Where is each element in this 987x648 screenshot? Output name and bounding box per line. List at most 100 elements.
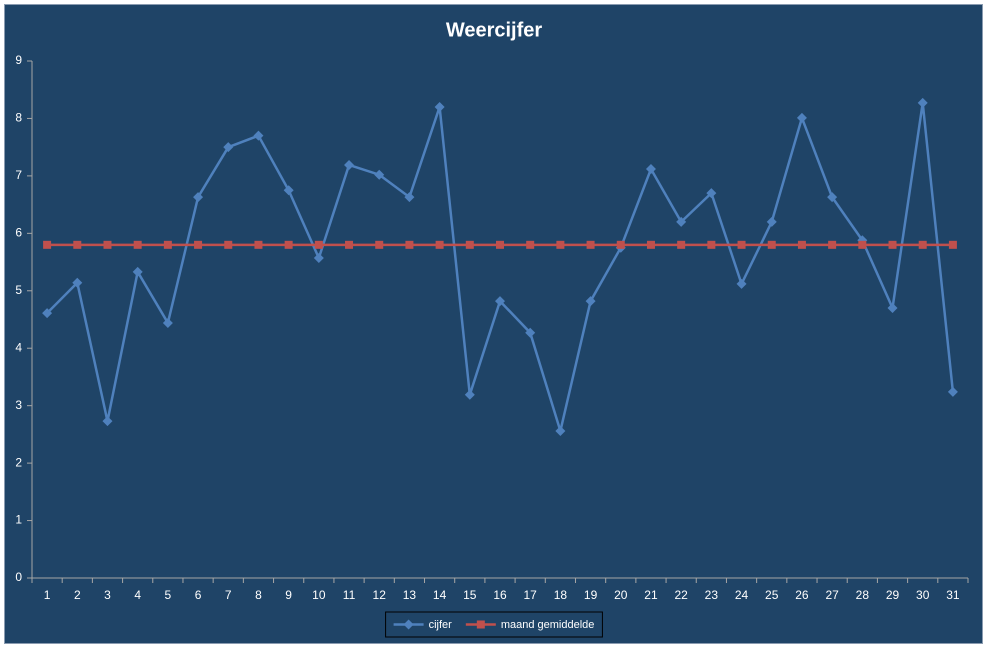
legend-item: maand gemiddelde [465,619,595,631]
marker [948,240,957,249]
legend: cijfer maand gemiddelde [385,611,603,638]
marker [707,240,716,249]
x-tick-label: 27 [825,588,839,602]
marker [828,240,837,249]
x-tick-label: 26 [795,588,809,602]
marker [676,216,687,227]
marker [72,277,83,288]
marker [224,240,233,249]
marker [464,389,475,400]
marker [344,159,355,170]
x-tick-label: 17 [524,588,538,602]
legend-item: cijfer [393,619,453,631]
y-tick-label: 4 [15,340,22,354]
x-tick-label: 21 [644,588,658,602]
marker [555,425,566,436]
marker [193,192,204,203]
marker [283,185,294,196]
marker [525,327,536,338]
marker [284,240,293,249]
marker [465,240,474,249]
chart-title: Weercijfer [446,19,543,41]
marker [43,240,52,249]
x-tick-label: 5 [165,588,172,602]
marker [556,240,565,249]
x-tick-label: 11 [343,588,356,602]
marker [404,192,415,203]
x-tick-label: 3 [104,588,111,602]
marker [194,240,203,249]
x-tick-label: 6 [195,588,202,602]
marker [403,619,414,630]
marker [496,240,504,249]
x-tick-label: 12 [373,588,387,602]
y-tick-label: 2 [15,455,22,469]
y-tick-label: 7 [15,168,22,182]
x-tick-label: 20 [614,588,628,602]
marker [858,240,867,249]
x-tick-label: 14 [433,588,447,602]
x-tick-label: 4 [134,588,141,602]
x-tick-label: 10 [312,588,326,602]
marker [73,240,82,249]
legend-box [385,611,603,638]
x-tick-label: 30 [916,588,930,602]
marker [918,240,927,249]
marker [888,240,897,249]
marker [526,240,535,249]
marker [827,192,838,203]
x-tick-label: 22 [674,588,688,602]
y-tick-label: 9 [15,53,22,67]
marker [476,620,485,629]
marker [163,240,172,249]
marker [616,240,625,249]
x-tick-label: 28 [856,588,870,602]
y-tick-label: 3 [15,398,22,412]
marker [103,240,112,249]
x-tick-label: 15 [463,588,477,602]
marker [797,240,806,249]
y-tick-label: 5 [15,283,22,297]
x-tick-label: 16 [493,588,507,602]
marker [767,240,776,249]
legend-label: cijfer [429,619,453,631]
x-tick-label: 18 [554,588,568,602]
marker [162,317,173,328]
marker [313,253,324,264]
marker [495,296,505,307]
marker [42,308,53,319]
y-tick-label: 0 [15,570,22,584]
marker [737,240,746,249]
marker [645,163,656,174]
marker [796,112,807,123]
marker [736,278,747,289]
marker [405,240,414,249]
legend-label: maand gemiddelde [501,619,595,631]
x-tick-label: 19 [584,588,598,602]
x-tick-label: 23 [705,588,719,602]
x-tick-label: 2 [74,588,81,602]
marker [887,303,898,314]
marker [345,240,354,249]
marker [132,266,143,277]
marker [374,169,385,180]
x-tick-label: 25 [765,588,779,602]
marker [314,240,323,249]
marker [253,130,264,141]
marker [706,188,717,199]
marker [133,240,142,249]
marker [646,240,655,249]
y-tick-label: 1 [15,513,22,527]
marker [223,142,234,153]
y-tick-label: 6 [15,226,22,240]
marker [102,416,113,427]
marker [677,240,686,249]
x-tick-label: 29 [886,588,900,602]
x-tick-label: 1 [44,588,51,602]
x-tick-label: 9 [285,588,292,602]
marker [435,240,444,249]
marker [917,97,928,108]
marker [766,216,777,227]
